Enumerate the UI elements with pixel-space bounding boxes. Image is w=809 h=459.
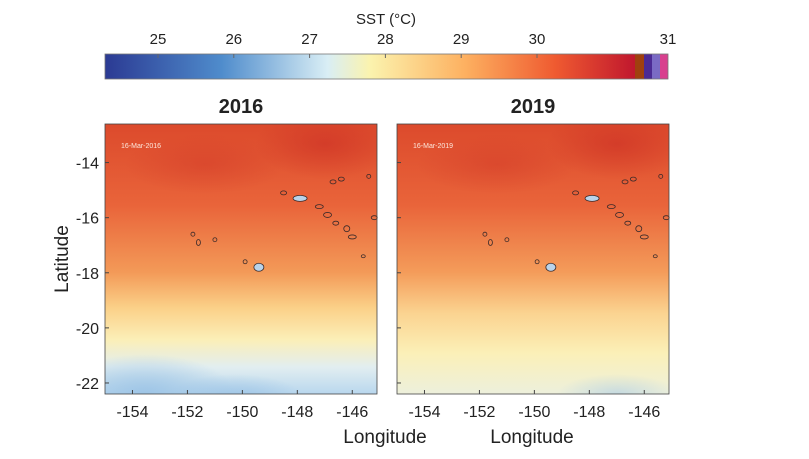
x-tick-label: -152: [171, 404, 203, 421]
y-tick-label: -16: [76, 211, 99, 228]
colorbar-tick-label: 25: [150, 31, 167, 48]
colorbar-frame: [104, 53, 669, 80]
map-panel-2016: 16-Mar-2016 2016 -154 -152 -150 -148 -146 -14 -1…: [76, 96, 378, 421]
x-tick-label: -146: [628, 404, 660, 421]
island-outline: [488, 239, 493, 246]
colorbar-extension-block: [652, 54, 660, 79]
colorbar-extension-block: [644, 54, 652, 79]
axes-frame: [104, 123, 378, 395]
x-tick-label: -150: [518, 404, 550, 421]
island-outline: [212, 237, 218, 243]
colorbar-label: SST (°C): [356, 11, 416, 28]
x-axis-label-left: Longitude: [343, 427, 426, 448]
cool-anomaly: [166, 374, 304, 394]
island-outline: [621, 179, 629, 185]
warm-anomaly: [125, 134, 285, 194]
island-outline: [366, 173, 372, 179]
colorbar-tick-label: 28: [377, 31, 394, 48]
island-outline: [196, 239, 201, 246]
x-tick-label: -148: [281, 404, 313, 421]
y-tick-label: -22: [76, 376, 99, 393]
island-outline: [347, 234, 357, 240]
colorbar-tick-label: 29: [453, 31, 470, 48]
island-outline: [635, 225, 643, 233]
colorbar-gradient: [105, 54, 635, 79]
map-panel-2019: 16-Mar-2019 2019 -154 -152 -150 -148 -146: [396, 96, 670, 421]
warm-anomaly: [417, 134, 577, 194]
x-tick-label: -154: [116, 404, 148, 421]
colorbar-tick-label: 27: [301, 31, 318, 48]
cool-anomaly: [557, 374, 669, 394]
island-outline: [253, 262, 265, 272]
x-tick-label: -152: [463, 404, 495, 421]
island-outline: [280, 190, 287, 196]
island-outline: [329, 179, 337, 185]
x-tick-label: -146: [336, 404, 368, 421]
island-outline: [606, 204, 616, 210]
island-outline: [314, 204, 324, 210]
warm-anomaly: [547, 124, 669, 179]
island-outline: [337, 176, 345, 182]
island-outline: [242, 259, 248, 265]
axes-frame: [396, 123, 670, 395]
island-outline: [652, 254, 658, 259]
island-outline: [292, 194, 308, 202]
x-tick-label: -148: [573, 404, 605, 421]
island-outline: [584, 194, 600, 202]
island-outline: [360, 254, 366, 259]
island-outline: [534, 259, 540, 265]
island-outline: [504, 237, 510, 243]
island-outline: [332, 220, 340, 226]
colorbar-tick-label: 26: [225, 31, 242, 48]
y-tick-label: -20: [76, 321, 99, 338]
x-axis-label-right: Longitude: [490, 427, 573, 448]
y-tick-label: -14: [76, 156, 99, 173]
island-outline: [482, 231, 488, 237]
colorbar-end-label: 31: [660, 31, 677, 48]
colorbar: SST (°C) 25 26 27 28 29 30 31: [104, 11, 677, 80]
x-tick-label: -154: [408, 404, 440, 421]
island-outline: [545, 262, 557, 272]
island-outline: [658, 173, 664, 179]
colorbar-extension-block: [635, 54, 644, 79]
warm-anomaly: [255, 124, 377, 179]
date-label: 16-Mar-2019: [413, 143, 453, 150]
colorbar-extension-block: [660, 54, 668, 79]
colorbar-tick-label: 30: [529, 31, 546, 48]
island-outline: [190, 231, 196, 237]
island-outline: [629, 176, 637, 182]
date-label: 16-Mar-2016: [121, 143, 161, 150]
panel-title: 2019: [511, 96, 556, 118]
island-outline: [624, 220, 632, 226]
y-axis-label: Latitude: [52, 225, 73, 293]
panel-title: 2016: [219, 96, 264, 118]
y-tick-label: -18: [76, 266, 99, 283]
island-outline: [615, 212, 624, 218]
island-outline: [343, 225, 351, 233]
island-outline: [323, 212, 332, 218]
island-outline: [639, 234, 649, 240]
x-tick-label: -150: [226, 404, 258, 421]
island-outline: [572, 190, 579, 196]
